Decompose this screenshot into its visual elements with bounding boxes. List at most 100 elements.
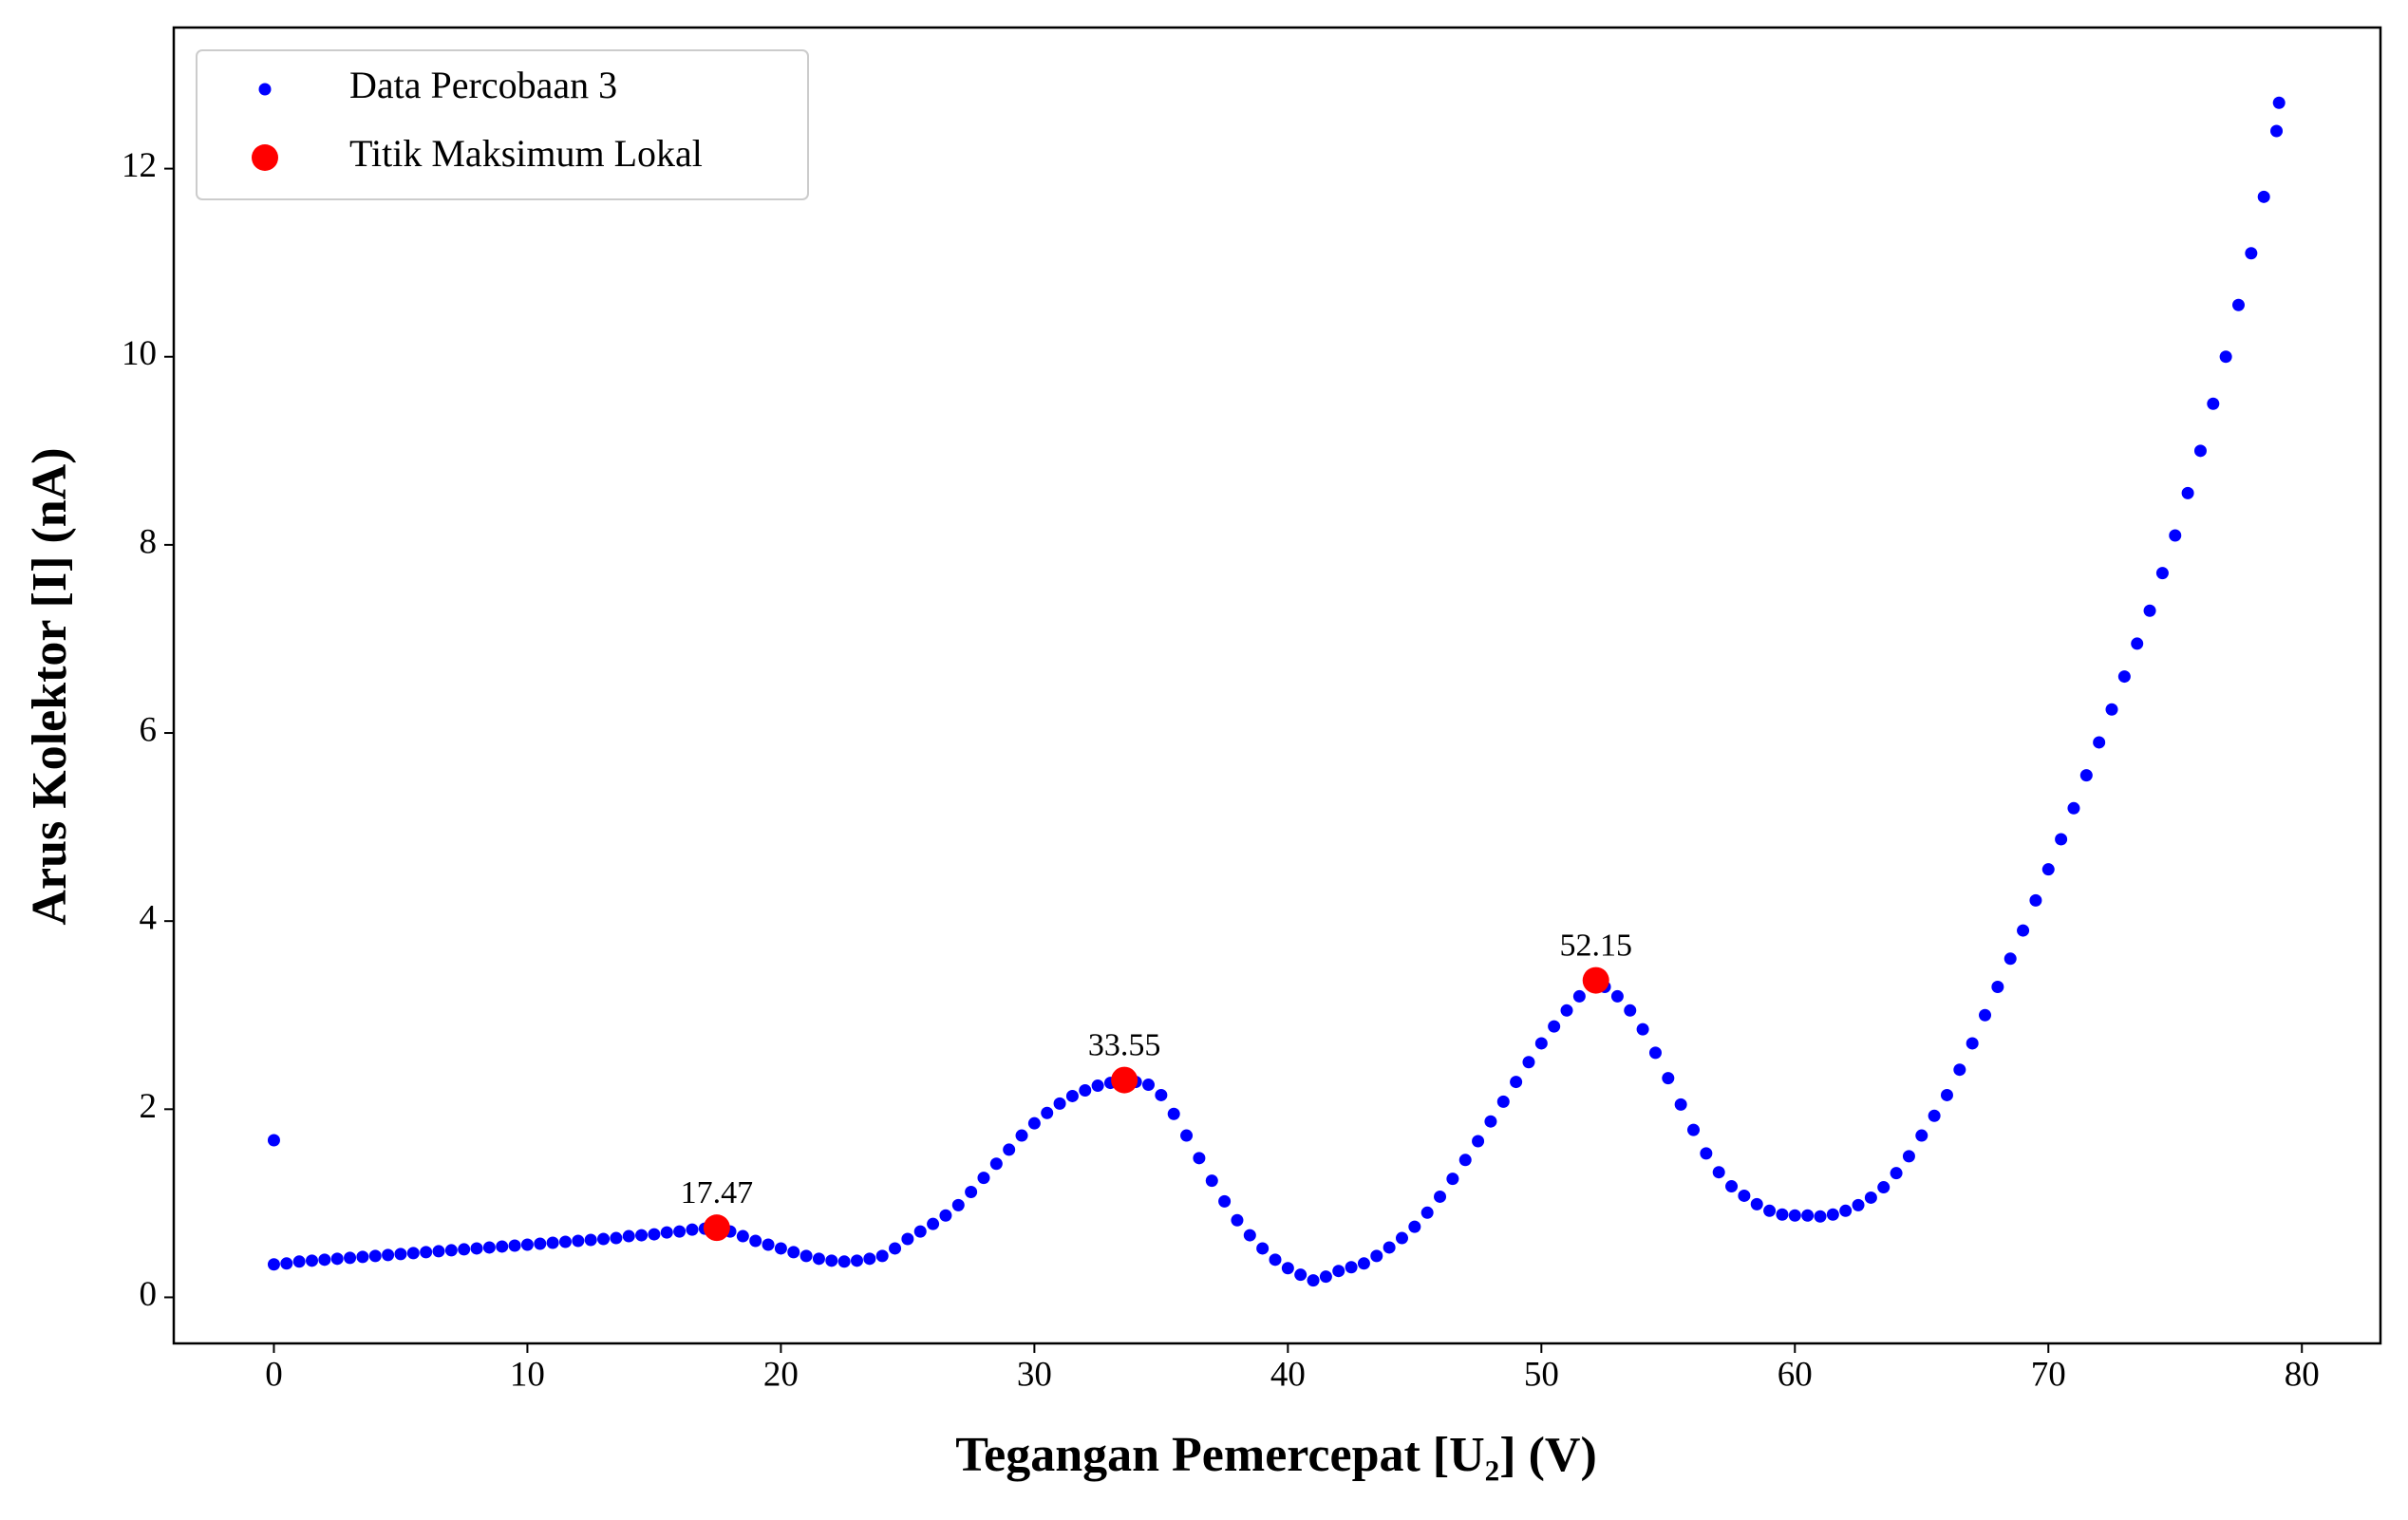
data-point [800, 1249, 813, 1263]
data-point [267, 1258, 280, 1271]
data-point [1953, 1063, 1966, 1077]
data-point [1560, 1004, 1573, 1017]
data-point [2257, 190, 2270, 203]
data-point [1877, 1181, 1891, 1194]
data-point [356, 1250, 369, 1264]
data-point [1712, 1166, 1725, 1179]
data-point [330, 1252, 344, 1266]
data-point [1801, 1209, 1815, 1222]
y-tick-label: 2 [140, 1087, 158, 1126]
y-tick-label: 0 [140, 1275, 158, 1314]
data-point [762, 1238, 775, 1251]
x-tick-label: 60 [1778, 1355, 1813, 1394]
data-point [2181, 486, 2194, 499]
data-point [1496, 1095, 1510, 1108]
data-point [1687, 1123, 1701, 1136]
data-point [2272, 96, 2286, 109]
data-point [2143, 604, 2156, 617]
data-point [913, 1225, 927, 1238]
data-point [306, 1254, 319, 1267]
legend-label: Titik Maksimum Lokal [349, 132, 703, 175]
data-point [1294, 1268, 1307, 1282]
data-point [2169, 529, 2182, 542]
data-point [787, 1246, 800, 1259]
legend-box [196, 49, 809, 200]
x-tick-label: 20 [763, 1355, 799, 1394]
data-point [610, 1231, 623, 1245]
data-label: 52.15 [1559, 928, 1632, 963]
data-point [1155, 1088, 1168, 1101]
data-point [1572, 989, 1586, 1003]
data-point [1522, 1056, 1535, 1069]
data-point [1700, 1147, 1713, 1160]
data-point [1015, 1129, 1028, 1142]
data-point [1458, 1154, 1472, 1167]
data-point [482, 1241, 496, 1254]
data-point [572, 1234, 585, 1248]
data-point [2155, 567, 2169, 580]
data-point [1966, 1037, 1979, 1050]
data-point [1345, 1261, 1358, 1274]
data-point [1763, 1204, 1777, 1217]
data-point [1788, 1209, 1801, 1222]
data-point [2207, 397, 2220, 410]
data-point [1243, 1229, 1256, 1242]
data-point [2131, 637, 2144, 650]
data-point [837, 1255, 851, 1268]
data-point [2017, 924, 2030, 937]
data-point [774, 1242, 787, 1255]
y-tick-label: 10 [122, 334, 157, 373]
data-point [1231, 1213, 1244, 1227]
data-point [977, 1172, 990, 1185]
data-point [1041, 1106, 1054, 1119]
x-tick-label: 30 [1017, 1355, 1052, 1394]
data-point [1624, 1004, 1637, 1017]
data-point [534, 1237, 547, 1250]
data-point [1281, 1262, 1294, 1275]
data-point [875, 1249, 889, 1263]
data-point [1928, 1109, 1941, 1122]
data-point [1662, 1072, 1675, 1085]
data-point [584, 1233, 597, 1247]
legend-marker [258, 83, 272, 96]
data-point [901, 1232, 914, 1246]
data-point [520, 1238, 534, 1251]
data-point [1079, 1083, 1092, 1097]
data-point [635, 1229, 649, 1242]
data-point [1738, 1189, 1751, 1202]
data-point [1332, 1265, 1345, 1278]
data-point [2105, 703, 2118, 716]
local-max-point [703, 1214, 730, 1242]
data-point [344, 1251, 357, 1265]
data-point [280, 1257, 293, 1270]
data-point [2029, 893, 2042, 907]
data-point [1472, 1135, 1485, 1148]
data-point [1940, 1088, 1953, 1101]
data-point [267, 1134, 280, 1147]
data-point [1193, 1152, 1206, 1165]
data-point [2117, 670, 2131, 684]
data-point [1269, 1253, 1282, 1267]
data-point [1027, 1117, 1041, 1130]
data-point [1053, 1097, 1066, 1110]
data-point [1548, 1020, 1561, 1033]
legend-label: Data Percobaan 3 [349, 64, 617, 106]
data-point [1610, 989, 1624, 1003]
data-point [597, 1232, 611, 1246]
x-tick-label: 50 [1524, 1355, 1559, 1394]
data-point [1218, 1194, 1232, 1208]
data-point [1991, 981, 2004, 994]
data-point [432, 1245, 445, 1258]
data-point [1383, 1241, 1396, 1254]
data-point [444, 1244, 458, 1257]
y-axis-label: Arus Kolektor [I] (nA) [23, 447, 77, 925]
data-point [1370, 1249, 1383, 1263]
data-point [927, 1217, 940, 1230]
data-point [1434, 1190, 1447, 1203]
data-point [1167, 1107, 1180, 1120]
data-point [1446, 1173, 1459, 1186]
y-tick-label: 12 [122, 146, 157, 185]
data-point [825, 1254, 838, 1267]
data-point [686, 1223, 699, 1236]
data-point [546, 1236, 559, 1249]
